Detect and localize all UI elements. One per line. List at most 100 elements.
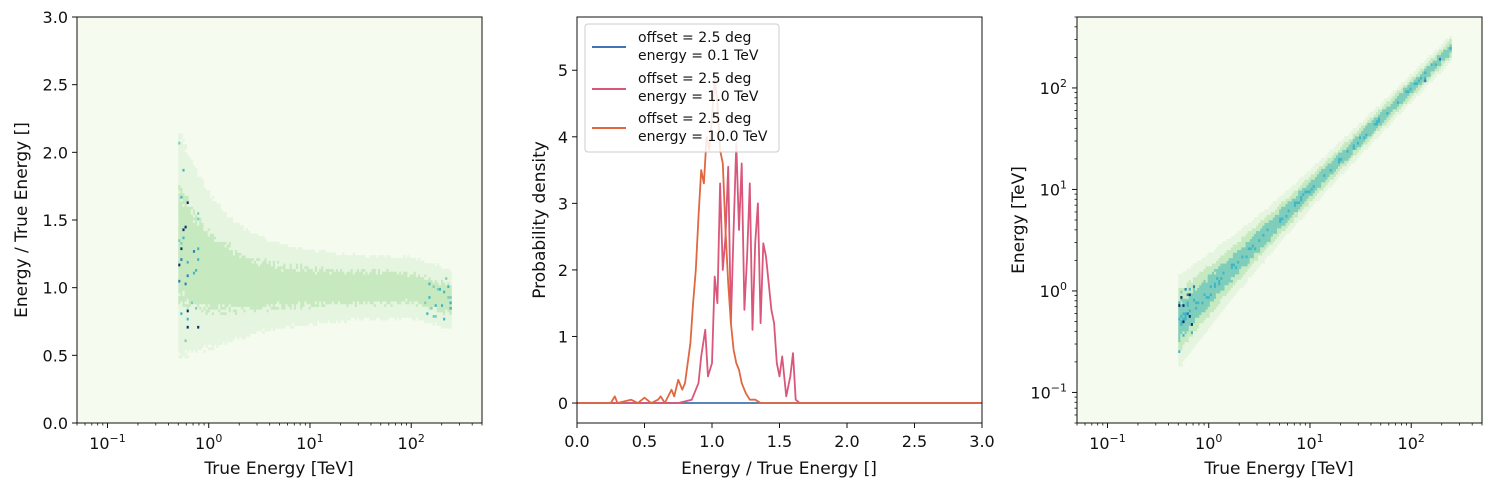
heatmap-cell (295, 309, 299, 313)
heatmap-cell (352, 279, 356, 283)
heatmap-cell (432, 309, 435, 313)
heatmap-cell (197, 211, 200, 215)
heatmap-cell (184, 268, 187, 272)
heatmap-cell (253, 328, 257, 332)
heatmap-cell (1197, 282, 1200, 286)
heatmap-cell (180, 228, 183, 232)
heatmap-cell (180, 341, 183, 345)
heatmap-cell (348, 306, 351, 310)
heatmap-cell (262, 293, 265, 297)
heatmap-cell (230, 276, 234, 280)
heatmap-cell (352, 298, 356, 302)
heatmap-cell (401, 303, 404, 307)
heatmap-cell (443, 317, 446, 321)
heatmap-cell (199, 282, 202, 286)
heatmap-cell (371, 290, 375, 294)
heatmap-cell (213, 228, 217, 232)
heatmap-cell (428, 314, 431, 318)
heatmap-cell (188, 336, 192, 340)
heatmap-cell (199, 238, 202, 242)
heatmap-cell (331, 279, 335, 283)
heatmap-cell (304, 312, 307, 316)
heatmap-cell (220, 325, 223, 329)
heatmap-cell (182, 287, 185, 291)
heatmap-cell (211, 214, 215, 218)
heatmap-cell (232, 236, 236, 240)
heatmap-cell (1184, 322, 1187, 326)
heatmap-cell (258, 276, 261, 280)
heatmap-cell (205, 344, 208, 348)
heatmap-cell (380, 314, 383, 318)
heatmap-cell (178, 271, 181, 275)
heatmap-cell (213, 330, 217, 334)
heatmap-cell (388, 306, 391, 310)
heatmap-cell (1186, 271, 1190, 275)
heatmap-cell (1188, 333, 1192, 337)
heatmap-cell (1192, 344, 1196, 348)
heatmap-cell (253, 298, 257, 302)
heatmap-cell (197, 184, 200, 188)
heatmap-cell (260, 328, 263, 332)
heatmap-cell (197, 182, 200, 186)
heatmap-cell (192, 211, 196, 215)
heatmap-cell (201, 271, 204, 275)
heatmap-cell (184, 222, 187, 226)
heatmap-cell (213, 211, 217, 215)
heatmap-cell (434, 303, 438, 307)
heatmap-cell (348, 279, 351, 283)
heatmap-cell (405, 279, 408, 283)
heatmap-cell (361, 282, 364, 286)
heatmap-cell (243, 325, 246, 329)
heatmap-cell (407, 314, 410, 318)
heatmap-cell (1197, 276, 1200, 280)
heatmap-cell (394, 257, 398, 261)
heatmap-cell (1199, 317, 1202, 321)
heatmap-cell (419, 284, 423, 288)
heatmap-cell (1182, 355, 1185, 359)
heatmap-cell (438, 276, 442, 280)
heatmap-cell (188, 173, 192, 177)
heatmap-cell (1182, 303, 1185, 307)
heatmap-cell (335, 284, 339, 288)
heatmap-cell (356, 312, 360, 316)
heatmap-cell (209, 330, 213, 334)
heatmap-cell (407, 274, 410, 278)
heatmap-cell (300, 279, 303, 283)
heatmap-cell (220, 301, 223, 305)
heatmap-cell (256, 314, 259, 318)
heatmap-cell (1192, 317, 1196, 321)
heatmap-cell (1207, 301, 1211, 305)
heatmap-cell (375, 274, 379, 278)
heatmap-cell (348, 284, 351, 288)
heatmap-cell (409, 284, 412, 288)
heatmap-cell (392, 293, 396, 297)
heatmap-cell (205, 260, 208, 264)
heatmap-cell (224, 320, 227, 324)
heatmap-cell (218, 293, 221, 297)
heatmap-cell (359, 255, 362, 259)
heatmap-cell (409, 301, 412, 305)
heatmap-cell (371, 317, 375, 321)
heatmap-cell (405, 282, 408, 286)
heatmap-cell (228, 252, 232, 256)
heatmap-cell (258, 312, 261, 316)
heatmap-cell (323, 312, 326, 316)
heatmap-cell (239, 241, 242, 245)
heatmap-cell (228, 249, 232, 253)
heatmap-cell (180, 330, 183, 334)
heatmap-cell (1178, 330, 1181, 334)
heatmap-cell (419, 260, 423, 264)
heatmap-cell (1190, 325, 1194, 329)
heatmap-cell (192, 220, 196, 224)
heatmap-cell (207, 330, 211, 334)
heatmap-cell (197, 339, 200, 343)
heatmap-cell (243, 241, 246, 245)
heatmap-cell (228, 222, 232, 226)
heatmap-cell (207, 236, 211, 240)
heatmap-cell (394, 268, 398, 272)
heatmap-cell (327, 279, 330, 283)
heatmap-cell (1207, 282, 1211, 286)
heatmap-cell (186, 306, 190, 310)
heatmap-cell (272, 306, 276, 310)
heatmap-cell (180, 355, 183, 359)
